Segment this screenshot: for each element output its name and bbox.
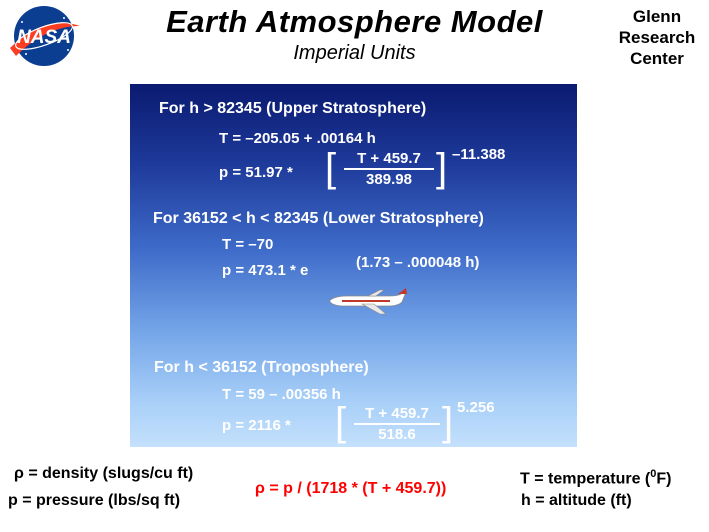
- upper-frac-bar: [344, 168, 434, 170]
- lower-temp-eq: T = –70: [222, 236, 274, 253]
- tropo-pressure-prefix: p = 2116 *: [222, 417, 291, 434]
- upper-frac-numerator: T + 459.7: [357, 150, 421, 167]
- legend-altitude: h = altitude (ft): [521, 492, 632, 509]
- lower-exponent: (1.73 – .000048 h): [356, 254, 480, 271]
- upper-heading: For h > 82345 (Upper Stratosphere): [159, 100, 427, 117]
- legend-density: ρ = density (slugs/cu ft): [14, 465, 194, 482]
- legend-temperature-prefix: T = temperature (: [520, 470, 651, 488]
- equation-panel: For h > 82345 (Upper Stratosphere) T = –…: [130, 84, 577, 447]
- tropo-temp-eq: T = 59 – .00356 h: [222, 386, 341, 403]
- upper-temp-eq: T = –205.05 + .00164 h: [219, 130, 376, 147]
- upper-exponent: –11.388: [452, 146, 506, 163]
- degree-superscript: 0: [650, 468, 657, 480]
- upper-right-bracket: ]: [436, 146, 448, 190]
- tropo-exponent: 5.256: [457, 399, 495, 416]
- upper-frac-denominator: 389.98: [366, 171, 412, 188]
- center-name: Glenn Research Center: [618, 7, 696, 68]
- lower-heading: For 36152 < h < 82345 (Lower Stratospher…: [153, 210, 484, 227]
- tropo-left-bracket: [: [335, 400, 347, 444]
- tropo-right-bracket: ]: [442, 400, 454, 444]
- upper-left-bracket: [: [325, 146, 337, 190]
- tropo-frac-numerator: T + 459.7: [365, 405, 429, 422]
- page-subtitle: Imperial Units: [293, 42, 416, 64]
- logo-text: NASA: [17, 27, 71, 48]
- legend-temperature-suffix: F): [656, 470, 672, 488]
- tropo-frac-bar: [354, 423, 440, 425]
- legend-pressure: p = pressure (lbs/sq ft): [8, 492, 181, 509]
- page-title: Earth Atmosphere Model: [166, 4, 543, 39]
- tropo-fraction: T + 459.7 518.6: [354, 405, 440, 443]
- nasa-logo: NASA: [10, 6, 80, 66]
- airplane-icon: [329, 288, 407, 315]
- upper-pressure-prefix: p = 51.97 *: [219, 164, 293, 181]
- density-formula: ρ = p / (1718 * (T + 459.7)): [255, 480, 447, 497]
- lower-pressure-prefix: p = 473.1 * e: [222, 262, 309, 279]
- legend-temperature: T = temperature (0F): [520, 468, 672, 488]
- tropo-heading: For h < 36152 (Troposphere): [154, 359, 369, 376]
- tropo-frac-denominator: 518.6: [378, 426, 416, 443]
- upper-fraction: T + 459.7 389.98: [344, 150, 434, 188]
